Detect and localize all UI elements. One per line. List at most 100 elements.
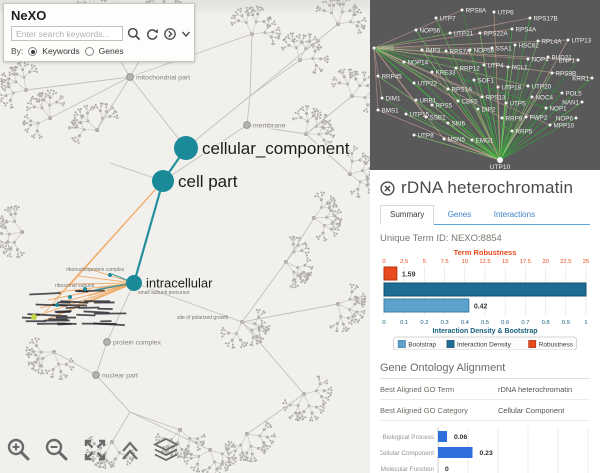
- svg-text:SSB1: SSB1: [430, 115, 447, 122]
- svg-text:RPS13: RPS13: [486, 95, 506, 102]
- svg-text:ribonucleoprotein complex: ribonucleoprotein complex: [66, 267, 125, 273]
- tree-node-membrane[interactable]: membrane: [243, 121, 287, 131]
- radio-keywords[interactable]: [28, 46, 38, 56]
- go-circle-icon[interactable]: [163, 26, 177, 41]
- gene-node-RPS4A[interactable]: RPS4A: [510, 27, 537, 34]
- gene-node-UTP7[interactable]: UTP7: [434, 16, 457, 23]
- tree-node-mitochondrial-part[interactable]: mitochondrial part: [126, 73, 191, 83]
- gene-node-NOP14[interactable]: NOP14: [402, 60, 429, 67]
- gene-node-URB1[interactable]: URB1: [414, 98, 437, 105]
- gene-node-RPL4A[interactable]: RPL4A: [536, 39, 563, 46]
- caret-down-icon[interactable]: [181, 26, 191, 41]
- svg-text:5: 5: [423, 259, 426, 265]
- tab-genes[interactable]: Genes: [447, 210, 472, 219]
- gene-node-RRP12[interactable]: RRP12: [454, 66, 481, 73]
- gene-node-SOF1[interactable]: SOF1: [472, 78, 495, 85]
- tab-interactions[interactable]: Interactions: [493, 210, 536, 219]
- gene-node-RCL1[interactable]: RCL1: [506, 65, 529, 72]
- gene-node-RPS1A[interactable]: RPS1A: [446, 87, 473, 94]
- svg-text:NOP56: NOP56: [420, 28, 441, 35]
- gene-node-NOP4[interactable]: NOP4: [526, 57, 550, 64]
- gene-node-RRP5[interactable]: RRP5: [510, 129, 533, 136]
- gene-node-IMP3[interactable]: IMP3: [420, 48, 441, 55]
- gene-node-NOP6[interactable]: NOP6: [556, 116, 578, 123]
- gene-node-UTP4[interactable]: UTP4: [482, 63, 505, 70]
- gene-node-UTP9[interactable]: UTP9: [372, 46, 395, 53]
- gene-node-RRP9[interactable]: RRP9: [500, 116, 523, 123]
- layers-button[interactable]: [152, 437, 180, 468]
- search-input[interactable]: [11, 26, 123, 41]
- svg-text:KRE33: KRE33: [436, 70, 456, 77]
- svg-text:intracellular: intracellular: [146, 276, 213, 291]
- gene-node-UTP18[interactable]: UTP18: [496, 85, 522, 92]
- gene-node-RPS7A[interactable]: RPS7A: [444, 49, 471, 56]
- svg-text:NOP1: NOP1: [550, 106, 568, 113]
- gene-node-MPP10[interactable]: MPP10: [548, 123, 575, 130]
- search-icon[interactable]: [127, 26, 141, 41]
- svg-text:NOP6: NOP6: [556, 116, 574, 123]
- gene-node-RRP45[interactable]: RRP45: [376, 74, 403, 81]
- refresh-icon[interactable]: [145, 26, 159, 41]
- gene-node-RPS17B[interactable]: RPS17B: [528, 16, 558, 23]
- tree-node-intracellular[interactable]: intracellular: [126, 274, 214, 292]
- gene-node-SKI6[interactable]: SKI6: [446, 121, 466, 128]
- gene-node-UTP21[interactable]: UTP21: [448, 31, 474, 38]
- gene-node-NOC4[interactable]: NOC4: [530, 95, 554, 102]
- go-row-label: Best Aligned GO Category: [380, 406, 468, 415]
- ontology-tree-svg[interactable]: mitochondrial part membrane protein comple…: [0, 0, 370, 473]
- gene-node-NAN1[interactable]: NAN1: [562, 100, 584, 107]
- gene-network-svg[interactable]: UTP9 UTP7 RPS8A UTP6 RPS17B NOP56 UTP21 RPS22A R…: [370, 0, 600, 171]
- gene-node-MSN5[interactable]: MSN5: [442, 137, 466, 144]
- gene-node-SSA1[interactable]: SSA1: [490, 46, 513, 53]
- gene-node-BMS1[interactable]: BMS1: [376, 108, 400, 115]
- radio-keywords-label[interactable]: Keywords: [42, 46, 80, 56]
- gene-network-panel[interactable]: UTP9 UTP7 RPS8A UTP6 RPS17B NOP56 UTP21 RPS22A R…: [370, 0, 600, 171]
- tree-node-cell-part[interactable]: cell part: [152, 170, 239, 192]
- gene-node-UTP22[interactable]: UTP22: [412, 81, 438, 88]
- svg-text:Term Robustness: Term Robustness: [454, 248, 517, 257]
- gene-node-RPS13[interactable]: RPS13: [480, 95, 506, 102]
- gene-node-SSB1[interactable]: SSB1: [424, 115, 447, 122]
- zoom-in-button[interactable]: [6, 437, 32, 468]
- ontology-tree-canvas[interactable]: mitochondrial part membrane protein comple…: [0, 0, 370, 473]
- radio-genes-label[interactable]: Genes: [98, 46, 124, 56]
- radio-genes[interactable]: [84, 46, 94, 56]
- tree-node-protein-complex[interactable]: protein complex: [103, 338, 163, 348]
- gene-node-PWP2[interactable]: PWP2: [524, 115, 548, 122]
- gene-node-UTP10[interactable]: UTP10: [490, 157, 511, 171]
- tree-node-cellular_component[interactable]: cellular_component: [174, 136, 351, 160]
- gene-node-UTP15[interactable]: UTP15: [404, 112, 430, 119]
- gene-node-ENP1[interactable]: ENP1: [559, 58, 580, 65]
- gene-node-NOP56[interactable]: NOP56: [414, 28, 441, 35]
- gene-node-DIM1[interactable]: DIM1: [380, 96, 402, 103]
- tab-summary[interactable]: Summary: [380, 205, 435, 225]
- zoom-out-button[interactable]: [44, 437, 70, 468]
- gene-node-KRR1[interactable]: KRR1: [572, 76, 594, 83]
- gene-node-NOP1[interactable]: NOP1: [544, 106, 568, 113]
- gene-node-RPS5[interactable]: RPS5: [430, 103, 453, 110]
- gene-node-UTP20[interactable]: UTP20: [526, 84, 552, 91]
- close-icon[interactable]: [380, 180, 395, 196]
- gene-node-KRE33[interactable]: KRE33: [430, 70, 456, 77]
- gene-node-UTP5[interactable]: UTP5: [504, 101, 527, 108]
- tree-node-nuclear-part[interactable]: nuclear part: [92, 371, 139, 381]
- gene-node-RPS22A[interactable]: RPS22A: [478, 31, 509, 38]
- gene-node-BUD21[interactable]: BUD21: [546, 55, 573, 62]
- gene-node-RPS9B[interactable]: RPS9B: [550, 71, 577, 78]
- svg-text:Robustness: Robustness: [539, 342, 574, 349]
- svg-text:RPS7A: RPS7A: [450, 49, 471, 56]
- gene-node-HSC82[interactable]: HSC82: [513, 43, 540, 50]
- gene-node-UTP8[interactable]: UTP8: [412, 133, 435, 140]
- gene-node-UTP6[interactable]: UTP6: [492, 10, 515, 17]
- gene-node-POL5[interactable]: POL5: [560, 91, 583, 98]
- gene-node-RPS8A[interactable]: RPS8A: [460, 8, 487, 15]
- gene-node-UTP13[interactable]: UTP13: [566, 38, 592, 45]
- svg-text:UTP4: UTP4: [488, 63, 505, 70]
- gene-node-DIP2[interactable]: DIP2: [476, 107, 496, 114]
- gene-node-NOP58[interactable]: NOP58: [468, 48, 495, 55]
- gene-node-EMG1[interactable]: EMG1: [470, 138, 494, 145]
- collapse-up-button[interactable]: [120, 437, 140, 468]
- svg-text:DIM1: DIM1: [386, 96, 402, 103]
- fit-view-button[interactable]: [82, 437, 108, 468]
- gene-node-CBF5[interactable]: CBF5: [456, 99, 479, 106]
